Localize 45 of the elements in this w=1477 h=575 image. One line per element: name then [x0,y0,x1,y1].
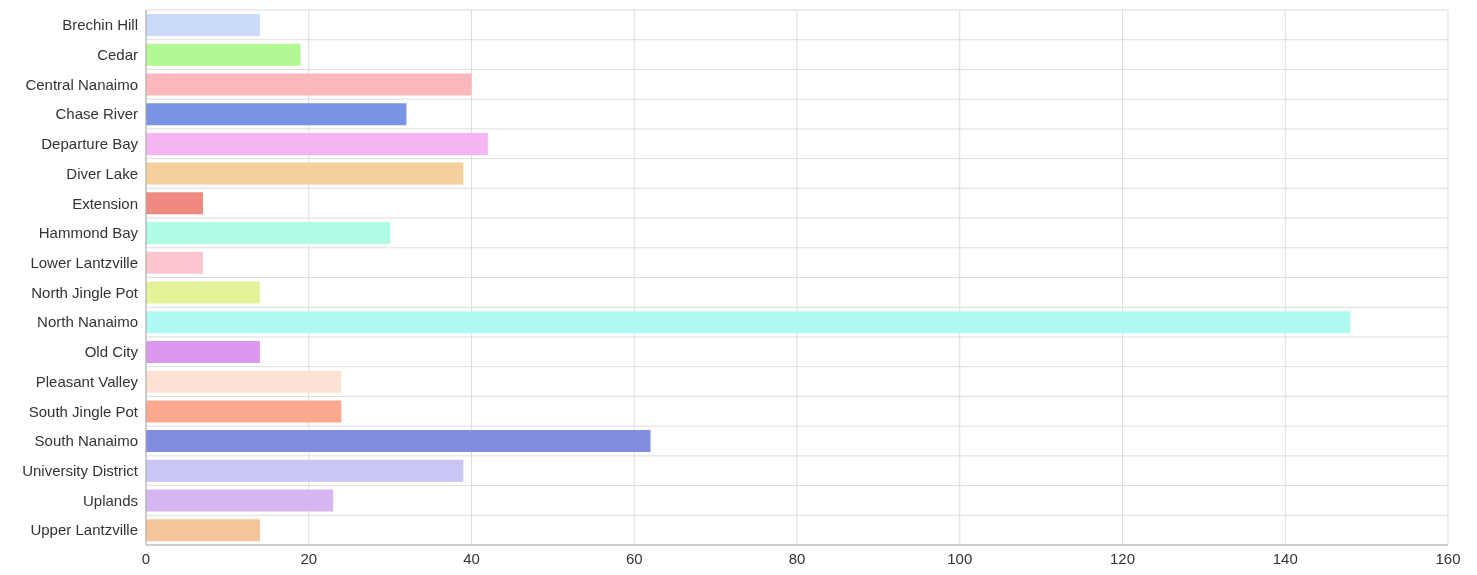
x-tick-label: 20 [300,549,318,567]
bar [146,340,260,363]
bar [146,370,342,393]
bar [146,222,391,245]
bar [146,162,464,185]
y-tick-label: Extension [72,194,138,212]
y-tick-label: South Jingle Pot [28,402,139,420]
bar [146,14,260,36]
x-tick-label: 40 [463,549,480,567]
bar [146,430,651,453]
y-tick-label: North Jingle Pot [31,283,139,301]
bar [146,73,472,96]
y-tick-label: South Nanaimo [34,432,138,450]
y-tick-label: Upper Lantzville [30,521,138,539]
x-tick-label: 160 [1435,549,1461,567]
bar [146,192,203,215]
x-tick-label: 140 [1272,549,1298,567]
x-tick-label: 100 [947,549,973,567]
bar [146,103,407,126]
bar [146,489,334,512]
x-tick-label: 60 [625,549,643,567]
bar [146,281,260,304]
y-tick-label: Brechin Hill [62,16,138,34]
x-tick-label: 0 [141,549,151,567]
y-tick-label: North Nanaimo [37,313,138,331]
y-tick-label: Hammond Bay [38,224,139,242]
y-tick-label: University District [22,462,139,480]
y-tick-label: Pleasant Valley [35,372,139,390]
y-tick-label: Lower Lantzville [30,253,138,271]
y-tick-label: Chase River [55,105,138,123]
bar [146,251,203,274]
bar [146,459,464,482]
y-tick-label: Old City [84,343,139,361]
y-tick-label: Cedar [97,45,138,63]
bar [146,43,301,66]
y-tick-label: Diver Lake [66,164,138,182]
y-tick-label: Central Nanaimo [25,75,138,93]
y-tick-label: Departure Bay [41,135,139,153]
bar [146,519,260,542]
x-tick-label: 80 [788,549,806,567]
x-tick-label: 120 [1109,549,1136,567]
bar [146,311,1351,334]
bar [146,132,488,155]
bar [146,400,342,423]
y-tick-label: Uplands [82,491,138,509]
